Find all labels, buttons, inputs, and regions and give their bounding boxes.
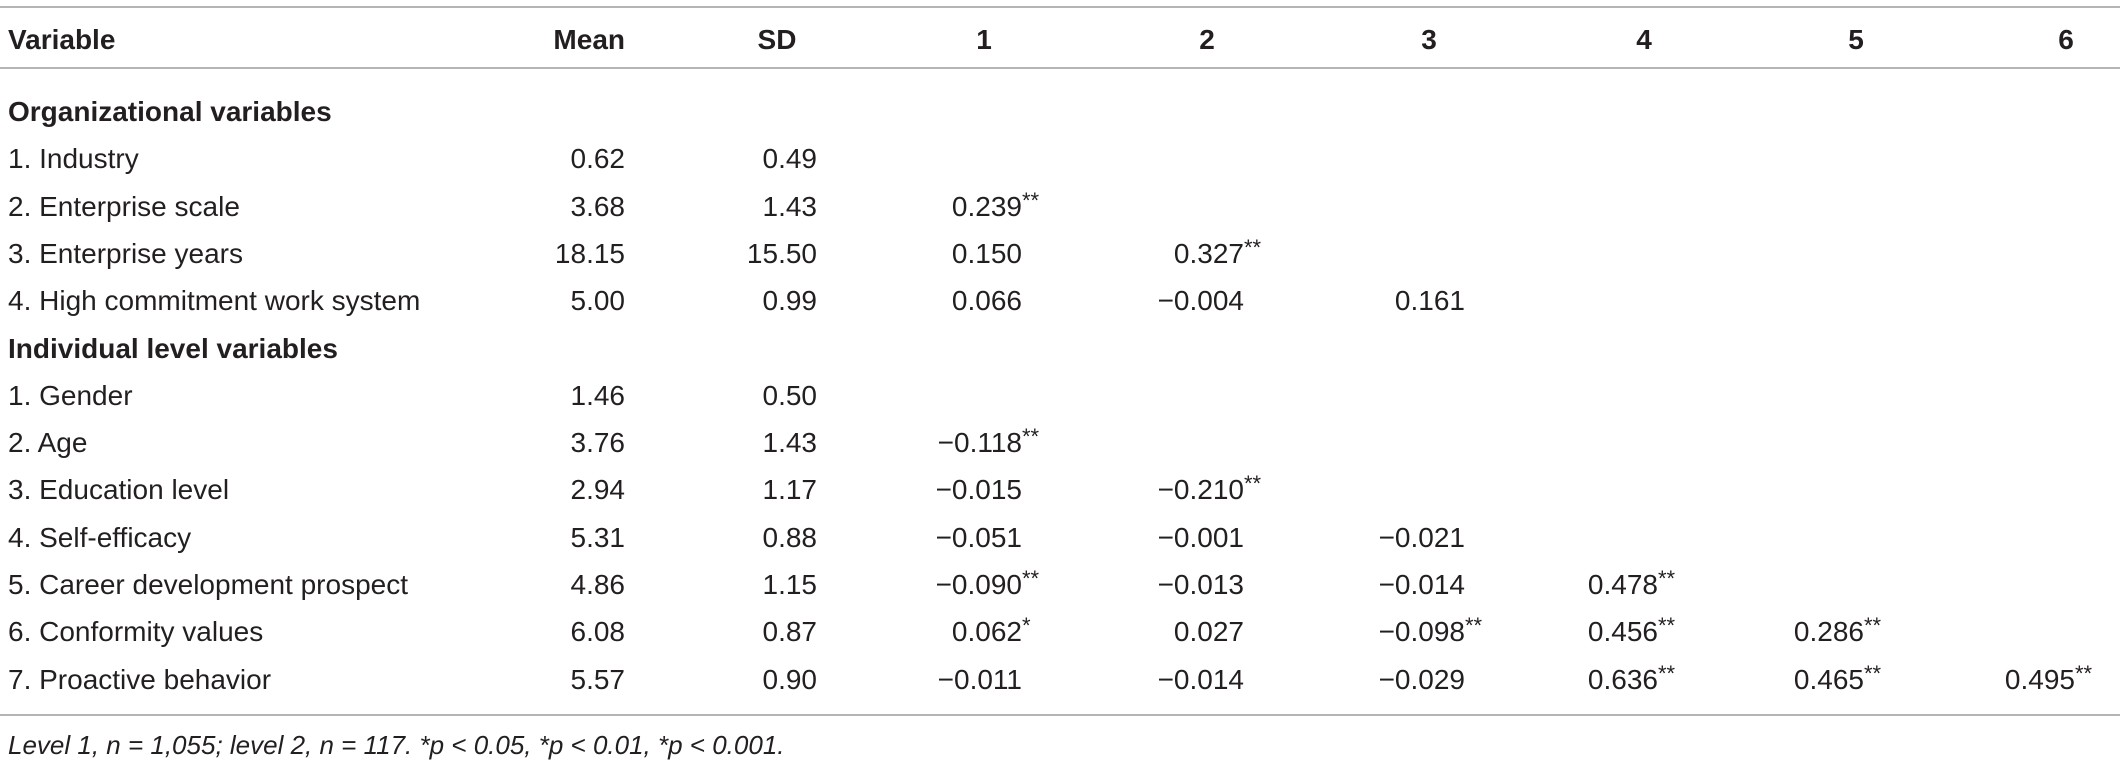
column-header: Variable <box>8 24 116 55</box>
cell: 5.31 <box>570 521 626 553</box>
section-title: Individual level variables <box>8 332 338 364</box>
cell: 1.43 <box>762 190 818 222</box>
cell: 1.17 <box>762 474 818 506</box>
cell: −0.210 ** <box>1157 471 1262 506</box>
bottom-rule <box>0 714 2120 716</box>
cell: −0.011 <box>937 663 1022 695</box>
row-label: 6. Conformity values <box>8 616 264 648</box>
cell: −0.098 ** <box>1378 613 1483 648</box>
cell: 0.62 <box>570 143 626 175</box>
column-header: 5 <box>1848 24 1864 55</box>
cell: 0.327 ** <box>1173 234 1262 269</box>
row-label: 1. Industry <box>8 143 139 175</box>
row-label: 3. Education level <box>8 474 230 506</box>
cell: −0.014 <box>1378 569 1465 600</box>
cell: 0.066 <box>951 285 1022 317</box>
cell: 0.495 ** <box>2004 660 2093 695</box>
cell: −0.004 <box>1157 285 1244 317</box>
row-label: 2. Enterprise scale <box>8 190 240 222</box>
header-rule <box>0 67 2120 69</box>
cell: 0.636 ** <box>1587 660 1676 695</box>
cell: −0.021 <box>1378 521 1465 553</box>
cell: −0.013 <box>1157 569 1244 600</box>
cell: 1.46 <box>570 379 626 411</box>
column-header: 3 <box>1421 24 1437 55</box>
column-header: Mean <box>553 24 625 55</box>
cell: 0.027 <box>1173 616 1244 648</box>
cell: 4.86 <box>570 569 626 600</box>
cell: 15.50 <box>746 237 817 269</box>
cell: 0.49 <box>762 143 818 175</box>
cell: 0.87 <box>762 616 818 648</box>
section-title: Organizational variables <box>8 96 332 127</box>
cell: −0.090 ** <box>935 566 1040 600</box>
cell: 2.94 <box>570 474 626 506</box>
row-label: 2. Age <box>8 427 88 459</box>
column-header: 6 <box>2058 24 2074 55</box>
cell: 5.57 <box>570 663 626 695</box>
cell: 0.161 <box>1394 285 1465 317</box>
footnote: Level 1, n = 1,055; level 2, n = 117. *p… <box>8 730 785 760</box>
cell: 6.08 <box>570 616 626 648</box>
cell: −0.051 <box>935 521 1022 553</box>
row-label: 7. Proactive behavior <box>8 663 272 695</box>
cell: 5.00 <box>570 285 626 317</box>
cell: 0.88 <box>762 521 818 553</box>
cell: 18.15 <box>554 237 625 269</box>
cell: −0.001 <box>1157 521 1244 553</box>
cell: 0.286 ** <box>1793 613 1882 648</box>
cell: 0.150 <box>951 237 1022 269</box>
cell: 0.465 ** <box>1793 660 1882 695</box>
column-header: 2 <box>1199 24 1215 55</box>
cell: −0.014 <box>1157 663 1244 695</box>
cell: 0.456 ** <box>1587 613 1676 648</box>
cell: 3.76 <box>570 427 626 459</box>
cell: 1.43 <box>762 427 818 459</box>
row-label: 5. Career development prospect <box>8 569 408 600</box>
row-label: 1. Gender <box>8 379 133 411</box>
cell: 0.50 <box>762 379 818 411</box>
cell: 0.90 <box>762 663 818 695</box>
top-rule <box>0 6 2120 8</box>
column-header: 1 <box>976 24 992 55</box>
column-header: SD <box>757 24 797 55</box>
row-label: 4. Self-efficacy <box>8 521 192 553</box>
cell: −0.029 <box>1378 663 1465 695</box>
cell: 0.99 <box>762 285 818 317</box>
cell: 0.239 ** <box>951 187 1040 222</box>
cell: −0.118 ** <box>937 424 1040 459</box>
row-label: 4. High commitment work system <box>8 285 421 317</box>
cell: −0.015 <box>935 474 1022 506</box>
column-header: 4 <box>1636 24 1652 55</box>
row-label: 3. Enterprise years <box>8 237 243 269</box>
cell: 3.68 <box>570 190 626 222</box>
cell: 0.062 * <box>951 613 1031 648</box>
cell: 0.478 ** <box>1587 566 1676 600</box>
cell: 1.15 <box>762 569 818 600</box>
